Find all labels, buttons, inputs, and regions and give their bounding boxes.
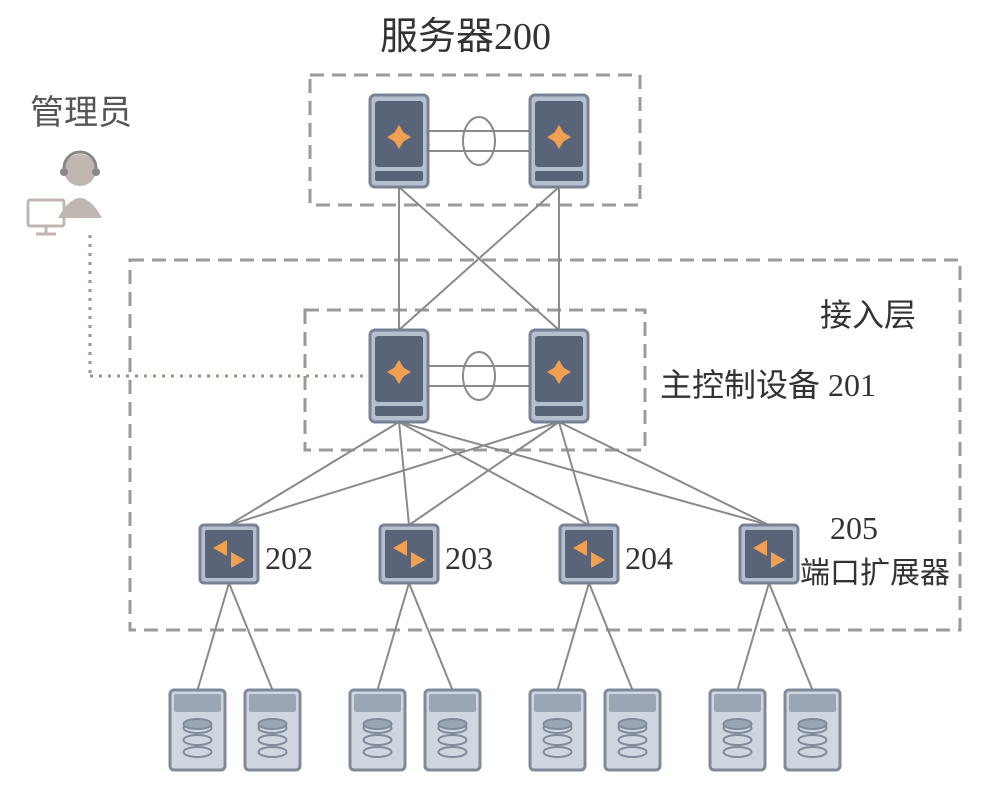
storage-0 (170, 690, 225, 770)
storage-5 (605, 690, 660, 770)
storage-3 (425, 690, 480, 770)
storage-1 (245, 690, 300, 770)
pe-205-txt-label: 端口扩展器 (800, 548, 950, 592)
admin-icon (28, 152, 102, 234)
admin-label: 管理员 (30, 85, 132, 134)
port-extender-0 (200, 525, 258, 583)
server-switch-1 (530, 95, 588, 187)
main-ctrl-label: 主控制设备 201 (660, 360, 876, 406)
port-extender-1 (380, 525, 438, 583)
ctrl-switch-1 (530, 330, 588, 422)
server-switch-0 (370, 95, 428, 187)
pe-203-label: 203 (445, 540, 493, 577)
storage-7 (785, 690, 840, 770)
storage-6 (710, 690, 765, 770)
access-layer-label: 接入层 (820, 290, 916, 336)
ctrl-switch-0 (370, 330, 428, 422)
pe-204-label: 204 (625, 540, 673, 577)
storage-2 (350, 690, 405, 770)
pe-205-num-label: 205 (830, 510, 878, 547)
storage-4 (530, 690, 585, 770)
port-extender-3 (740, 525, 798, 583)
pe-202-label: 202 (265, 540, 313, 577)
port-extender-2 (560, 525, 618, 583)
title-label: 服务器200 (380, 5, 551, 60)
